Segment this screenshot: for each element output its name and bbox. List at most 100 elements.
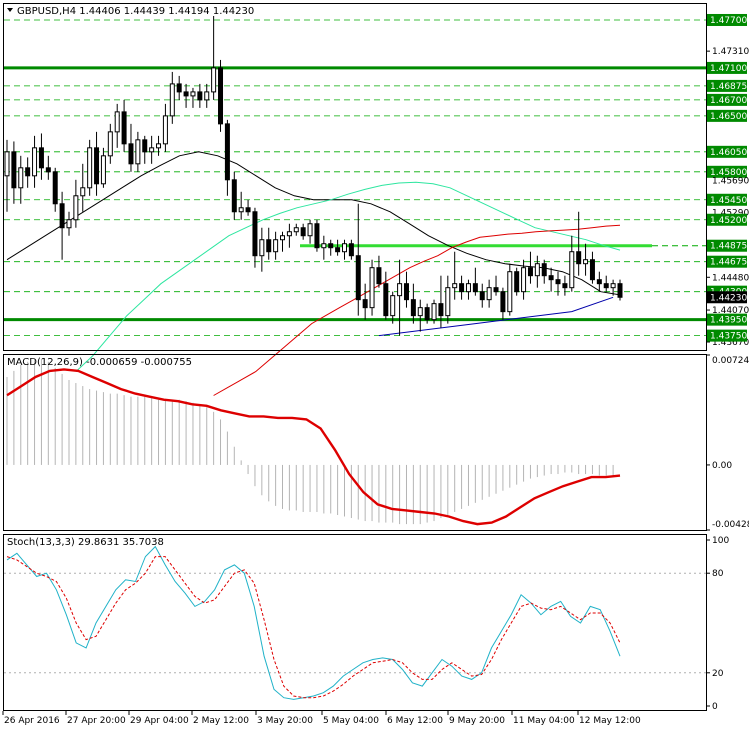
- candle-body: [562, 283, 568, 289]
- candle: [410, 283, 416, 324]
- candle: [307, 219, 313, 244]
- candle-body: [149, 147, 155, 153]
- level-price-label: 1.46500: [710, 112, 747, 122]
- candle-body: [355, 255, 361, 301]
- main-candles: [4, 15, 623, 396]
- candle: [169, 71, 175, 124]
- candle: [355, 203, 361, 316]
- candle-body: [121, 111, 127, 145]
- candle-body: [176, 83, 182, 93]
- level-price-tag: [707, 329, 747, 342]
- candle-body: [156, 143, 162, 149]
- axis-label: 1.45690: [712, 177, 749, 187]
- candle-body: [541, 263, 547, 277]
- candle-body: [500, 291, 506, 313]
- candle: [107, 123, 113, 164]
- level-price-label: 1.44675: [710, 258, 747, 268]
- macd-indicator: 0.007247 0.00 -0.004289: [6, 354, 749, 531]
- time-axis: 26 Apr 2016 27 Apr 20:00 29 Apr 04:00 2 May…: [2, 711, 641, 726]
- candle: [149, 135, 155, 164]
- candle: [403, 271, 409, 308]
- candle-body: [128, 143, 134, 165]
- candle: [452, 251, 458, 300]
- candle: [417, 299, 423, 332]
- candle: [507, 263, 513, 316]
- candle-body: [486, 287, 492, 301]
- candle: [273, 231, 279, 260]
- time-label: 2 May 12:00: [193, 716, 249, 726]
- support-trendline: [378, 296, 614, 337]
- candle-body: [459, 283, 465, 293]
- candle-body: [534, 263, 540, 277]
- candle: [569, 235, 575, 292]
- level-price-tag: [707, 61, 747, 74]
- candle: [369, 259, 375, 316]
- level-price-tag: [707, 109, 747, 122]
- candle: [465, 279, 471, 300]
- time-label: 5 May 04:00: [323, 716, 379, 726]
- candle-body: [452, 283, 458, 289]
- stoch-axis-label: 80: [712, 569, 724, 579]
- candle-body: [617, 283, 623, 298]
- candle: [596, 271, 602, 292]
- candle: [114, 103, 120, 148]
- candle: [479, 283, 485, 308]
- chart-header-main: GBPUSD,H4 1.44406 1.44439 1.44194 1.4423…: [7, 6, 254, 17]
- candle-body: [390, 295, 396, 317]
- candle-body: [403, 283, 409, 301]
- stoch-axis-label: 20: [712, 669, 724, 679]
- axis-label: 1.47310: [712, 47, 749, 57]
- moving-average-fast: [6, 151, 621, 296]
- candle-body: [417, 307, 423, 317]
- level-price-tag: [707, 13, 747, 26]
- candle: [321, 235, 327, 260]
- candle: [293, 223, 299, 236]
- candle-body: [273, 239, 279, 253]
- dropdown-triangle-icon[interactable]: [7, 8, 13, 12]
- stoch-axis-label: 100: [712, 536, 729, 546]
- candle: [610, 279, 616, 296]
- candle: [286, 223, 292, 248]
- level-price-label: 1.47700: [710, 16, 747, 26]
- time-label: 11 May 04:00: [513, 716, 575, 726]
- candle-body: [307, 223, 313, 237]
- candle: [100, 147, 106, 188]
- candle: [18, 155, 24, 204]
- candle-body: [73, 195, 79, 221]
- level-price-label: 1.45800: [710, 168, 747, 178]
- candle-body: [280, 235, 286, 241]
- candle: [603, 275, 609, 292]
- candle: [259, 227, 265, 272]
- time-label: 6 May 12:00: [387, 716, 443, 726]
- level-price-tag: [707, 255, 747, 268]
- candle-body: [348, 243, 354, 257]
- level-price-label: 1.43950: [710, 316, 747, 326]
- candle-body: [328, 243, 334, 249]
- candle: [335, 239, 341, 256]
- candle: [245, 199, 251, 216]
- level-price-tag: [707, 193, 747, 206]
- candle-body: [383, 283, 389, 317]
- stoch-signal-line: [6, 556, 621, 699]
- candle: [142, 135, 148, 164]
- candle: [376, 255, 382, 288]
- candle-body: [569, 251, 575, 289]
- candle-body: [142, 139, 148, 153]
- panel-borders: [3, 3, 707, 711]
- candle-body: [521, 267, 527, 293]
- stoch-main-line: [6, 545, 621, 700]
- symbol-header: GBPUSD,H4 1.44406 1.44439 1.44194 1.4423…: [17, 6, 254, 17]
- axis-label: 1.44070: [712, 306, 749, 316]
- candle: [300, 223, 306, 240]
- candle-body: [162, 115, 168, 145]
- candle-body: [94, 147, 100, 185]
- candle-body: [321, 243, 327, 249]
- candle-body: [231, 179, 237, 213]
- axis-label: 1.44480: [712, 273, 749, 283]
- candle: [45, 155, 51, 180]
- candle-body: [107, 131, 113, 157]
- candle: [4, 139, 10, 212]
- candle: [52, 167, 58, 212]
- candle-body: [100, 155, 106, 185]
